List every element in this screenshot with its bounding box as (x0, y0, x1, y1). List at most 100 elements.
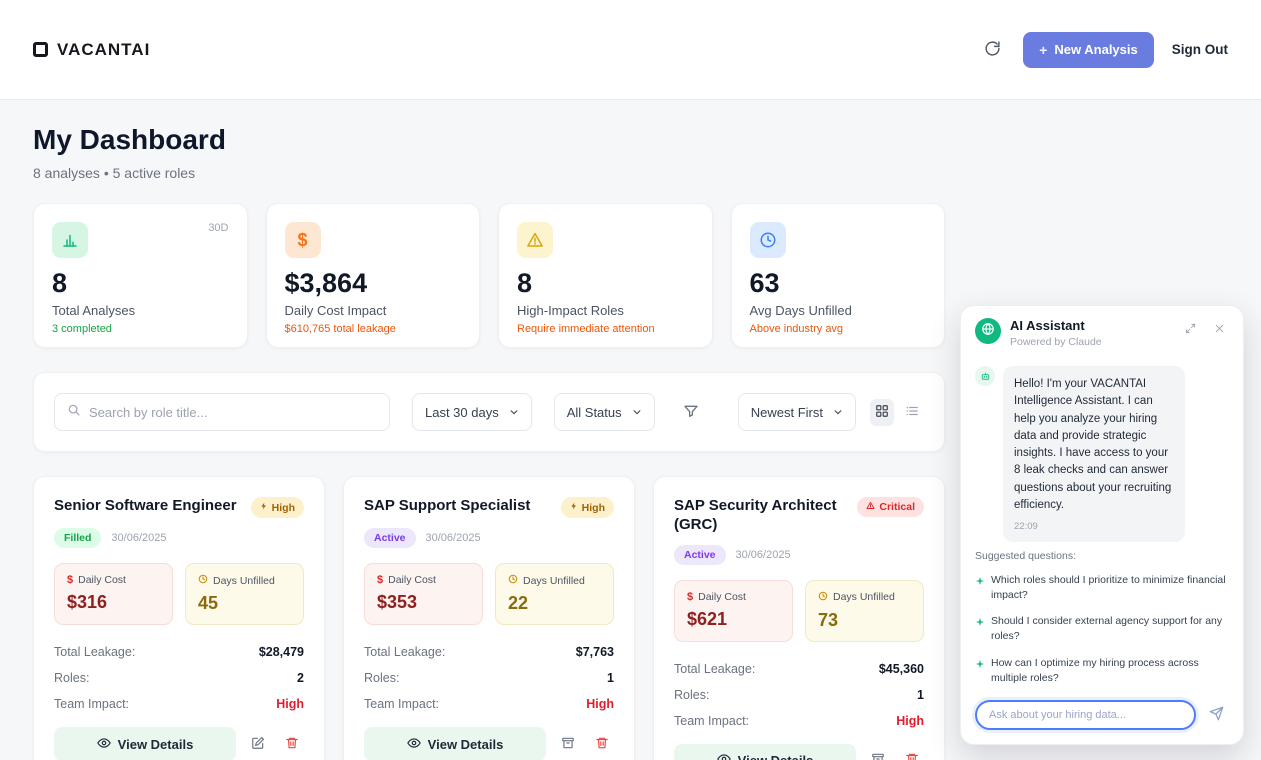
stat-card-high-impact-roles: 8 High-Impact Roles Require immediate at… (498, 203, 713, 348)
view-details-button[interactable]: View Details (364, 727, 546, 760)
new-analysis-button[interactable]: + New Analysis (1023, 31, 1154, 68)
view-details-button[interactable]: View Details (54, 727, 236, 760)
archive-button[interactable] (556, 731, 580, 758)
view-toggle (870, 398, 924, 426)
message-timestamp: 22:09 (1014, 521, 1038, 532)
edit-button[interactable] (246, 731, 270, 758)
stat-value: $3,864 (284, 268, 368, 298)
list-view-button[interactable] (900, 399, 924, 426)
days-unfilled-box: Days Unfilled 45 (185, 563, 304, 625)
chat-input-row (975, 700, 1229, 730)
close-chat-button[interactable] (1210, 318, 1229, 341)
archive-icon (871, 752, 885, 760)
total-leakage-value: $45,360 (878, 661, 924, 676)
status-badge: Active (364, 528, 416, 548)
trash-icon (905, 752, 919, 760)
dollar-icon: $ (284, 222, 321, 258)
date-range-select[interactable]: Last 30 days (412, 393, 532, 431)
chevron-down-icon (509, 405, 519, 420)
stat-card-avg-days-unfilled: 63 Avg Days Unfilled Above industry avg (730, 203, 945, 348)
assistant-message-row: Hello! I'm your VACANTAI Intelligence As… (975, 366, 1229, 542)
clock-icon (818, 591, 828, 604)
daily-cost-value: $316 (67, 592, 108, 612)
daily-cost-box: $ Daily Cost $621 (674, 579, 793, 642)
trash-icon (595, 736, 609, 753)
sparkle-icon (975, 573, 985, 591)
roles-count-label: Roles: (54, 671, 90, 685)
grid-icon (875, 404, 889, 421)
funnel-icon (683, 403, 699, 422)
suggestion-item[interactable]: How can I optimize my hiring process acr… (975, 656, 1229, 686)
send-button[interactable] (1204, 701, 1229, 729)
view-details-label: View Details (427, 736, 504, 752)
search-input[interactable] (89, 404, 377, 420)
stat-value: 8 (52, 268, 68, 298)
paper-plane-icon (1209, 706, 1224, 724)
delete-button[interactable] (590, 731, 614, 758)
page-title: My Dashboard (33, 124, 226, 155)
days-unfilled-value: 73 (818, 609, 839, 630)
stat-value: 63 (749, 268, 780, 298)
suggestion-item[interactable]: Which roles should I prioritize to minim… (975, 573, 1229, 603)
archive-button[interactable] (866, 747, 890, 760)
bolt-icon (570, 501, 578, 514)
days-unfilled-box: Days Unfilled 22 (495, 563, 614, 625)
impact-label: Critical (879, 501, 915, 513)
team-impact-label: Team Impact: (674, 713, 750, 728)
total-leakage-label: Total Leakage: (364, 645, 446, 659)
expand-chat-button[interactable] (1181, 318, 1200, 341)
role-title: SAP Security Architect (GRC) (674, 497, 837, 533)
sort-value: Newest First (750, 404, 823, 420)
total-leakage-value: $28,479 (258, 645, 304, 659)
dollar-icon: $ (687, 590, 694, 603)
filter-button[interactable] (677, 397, 705, 428)
warning-icon (517, 222, 553, 258)
date-range-value: Last 30 days (425, 404, 499, 420)
brand-name: VACANTAI (57, 39, 151, 59)
stats-row: 30D 8 Total Analyses 3 completed $ $3,86… (33, 203, 945, 348)
view-details-button[interactable]: View Details (674, 743, 856, 760)
sign-out-button[interactable]: Sign Out (1171, 42, 1228, 57)
eye-icon (406, 736, 421, 753)
refresh-button[interactable] (980, 36, 1005, 64)
stat-period-badge: 30D (208, 222, 229, 234)
sort-select[interactable]: Newest First (737, 393, 856, 431)
delete-button[interactable] (280, 731, 304, 758)
days-unfilled-label: Days Unfilled (213, 574, 275, 587)
assistant-avatar (975, 318, 1001, 344)
refresh-icon (984, 40, 1001, 60)
roles-count-label: Roles: (364, 671, 400, 685)
clock-icon (749, 222, 786, 258)
stat-value: 8 (517, 268, 533, 298)
close-icon (1214, 322, 1225, 337)
eye-icon (96, 736, 111, 753)
expand-icon (1185, 322, 1196, 337)
delete-button[interactable] (900, 747, 924, 760)
assistant-message-text: Hello! I'm your VACANTAI Intelligence As… (1014, 378, 1172, 511)
chevron-down-icon (632, 405, 642, 420)
assistant-message-bubble: Hello! I'm your VACANTAI Intelligence As… (1003, 366, 1185, 542)
view-details-label: View Details (117, 736, 194, 752)
sparkle-icon (975, 656, 985, 674)
days-unfilled-label: Days Unfilled (833, 591, 895, 603)
stat-note: Require immediate attention (517, 323, 655, 335)
impact-badge: Critical (857, 497, 924, 517)
role-title: Senior Software Engineer (54, 497, 237, 514)
stat-note: $610,765 total leakage (284, 323, 396, 335)
team-impact-label: Team Impact: (364, 697, 440, 711)
status-select[interactable]: All Status (553, 393, 655, 431)
suggestion-text: Should I consider external agency suppor… (991, 615, 1223, 643)
suggestion-item[interactable]: Should I consider external agency suppor… (975, 614, 1229, 644)
chevron-down-icon (833, 405, 843, 420)
impact-badge: High (250, 497, 304, 518)
stat-card-daily-cost: $ $3,864 Daily Cost Impact $610,765 tota… (265, 203, 480, 348)
search-box (54, 393, 390, 431)
chat-subtitle: Powered by Claude (1010, 336, 1102, 348)
sort-group: Newest First (737, 393, 924, 431)
stat-label: High-Impact Roles (517, 303, 624, 318)
stat-label: Daily Cost Impact (284, 303, 387, 318)
plus-icon: + (1039, 41, 1048, 58)
grid-view-button[interactable] (870, 398, 894, 426)
chat-input[interactable] (975, 700, 1196, 730)
list-icon (905, 404, 919, 421)
